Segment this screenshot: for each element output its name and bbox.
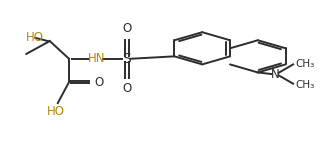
- Text: HO: HO: [47, 105, 65, 118]
- Text: CH₃: CH₃: [295, 80, 315, 90]
- Text: S: S: [122, 52, 131, 66]
- Text: O: O: [122, 22, 131, 35]
- Text: N: N: [271, 68, 280, 80]
- Text: CH₃: CH₃: [295, 59, 315, 69]
- Text: HO: HO: [26, 31, 44, 44]
- Text: O: O: [95, 76, 104, 89]
- Text: HN: HN: [88, 52, 105, 65]
- Text: O: O: [122, 82, 131, 95]
